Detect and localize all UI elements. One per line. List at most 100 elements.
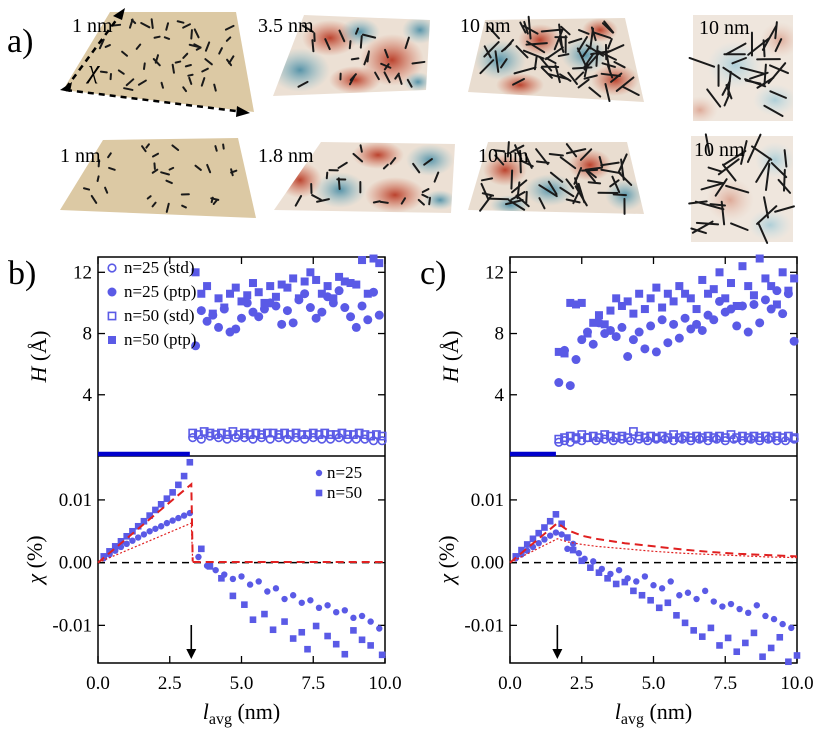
data-point	[633, 578, 640, 585]
data-point	[157, 523, 165, 530]
rod-mark	[493, 149, 506, 153]
surface-a1	[63, 12, 254, 112]
rod-mark	[389, 157, 397, 165]
data-point	[575, 550, 583, 557]
data-point	[195, 553, 202, 561]
rod-mark	[181, 204, 187, 209]
data-point	[211, 430, 221, 439]
rod-mark	[565, 143, 578, 158]
data-point	[518, 546, 525, 554]
data-point	[588, 339, 598, 349]
rod-mark	[97, 159, 101, 168]
rods-b2	[294, 144, 440, 207]
x-tick-label: 0.0	[86, 673, 110, 694]
data-point	[704, 289, 713, 298]
rod-mark	[176, 20, 185, 24]
rod-mark	[359, 35, 363, 49]
data-point	[697, 433, 707, 443]
data-point	[761, 274, 770, 283]
data-point	[334, 286, 344, 296]
data-point	[269, 626, 277, 634]
data-point	[371, 430, 381, 439]
rod-mark	[480, 182, 490, 200]
data-point	[108, 336, 116, 344]
data-point	[241, 601, 248, 608]
data-point	[663, 289, 672, 298]
rods-b1	[82, 143, 238, 213]
data-point	[377, 436, 387, 446]
panel-b-label: b)	[8, 255, 36, 292]
data-point	[569, 540, 577, 548]
data-point	[186, 458, 194, 466]
data-point	[358, 256, 367, 265]
data-point	[755, 318, 765, 328]
rod-mark	[589, 27, 595, 50]
rod-mark	[487, 26, 500, 40]
rod-mark	[607, 38, 613, 50]
data-point	[778, 268, 787, 277]
data-point	[680, 431, 690, 441]
rod-mark	[774, 205, 795, 213]
data-point	[789, 433, 799, 443]
rod-mark	[421, 193, 429, 199]
data-point	[634, 431, 644, 441]
data-point	[554, 434, 564, 444]
rod-mark	[568, 37, 583, 44]
rod-mark	[363, 51, 370, 66]
y-axis-label: χ (%)	[22, 535, 47, 585]
data-point	[205, 428, 215, 438]
data-point	[199, 427, 209, 436]
data-point	[638, 591, 646, 599]
rod-mark	[540, 28, 563, 33]
data-point	[703, 431, 713, 441]
data-point	[254, 312, 264, 322]
rod-mark	[382, 163, 389, 170]
rod-mark	[595, 45, 599, 67]
rod-mark	[361, 33, 377, 39]
rod-mark	[706, 88, 722, 108]
data-point	[535, 529, 542, 537]
data-point	[340, 277, 349, 286]
rod-mark	[538, 184, 558, 198]
rod-mark	[506, 141, 510, 158]
data-point	[535, 539, 542, 547]
data-point	[743, 433, 753, 443]
data-point	[790, 274, 799, 283]
rod-mark	[535, 160, 550, 164]
y-tick-label: 4	[83, 385, 93, 406]
data-point	[617, 301, 626, 310]
data-point	[312, 275, 321, 284]
data-point	[117, 538, 125, 545]
rod-mark	[525, 190, 528, 204]
data-point	[611, 433, 621, 443]
data-point	[231, 324, 241, 334]
rod-mark	[225, 36, 232, 42]
data-point	[710, 598, 717, 605]
data-point	[784, 286, 793, 295]
data-point	[623, 433, 633, 443]
data-point	[715, 431, 724, 441]
data-point	[778, 309, 788, 319]
data-point	[617, 431, 627, 441]
label-a2: 3.5 nm	[258, 15, 314, 37]
rod-mark	[577, 182, 586, 204]
data-point	[341, 650, 349, 658]
data-point	[529, 535, 537, 543]
data-point	[268, 428, 278, 438]
data-point	[326, 430, 335, 439]
data-point	[282, 306, 292, 316]
rod-mark	[585, 44, 605, 57]
data-point	[254, 288, 263, 297]
data-point	[664, 599, 672, 607]
rod-mark	[707, 179, 725, 185]
data-point	[681, 619, 689, 627]
rod-mark	[565, 178, 575, 190]
data-point	[376, 625, 383, 632]
data-point	[214, 294, 223, 303]
data-point	[238, 573, 245, 580]
rod-mark	[151, 168, 159, 174]
data-point	[647, 596, 654, 604]
data-point	[630, 587, 637, 595]
rod-mark	[350, 57, 360, 61]
